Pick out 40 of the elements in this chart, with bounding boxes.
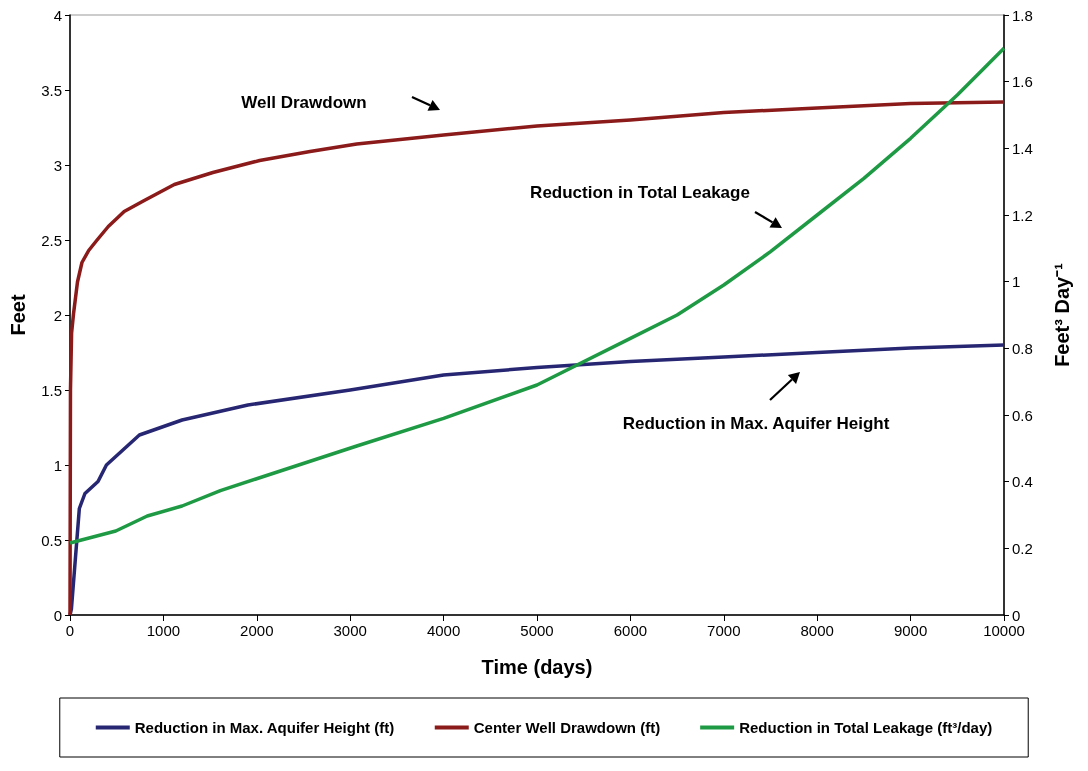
x-tick-label: 4000: [426, 622, 461, 639]
y-tick-label: 3.5: [41, 81, 62, 99]
x-tick-label: 0: [65, 622, 75, 639]
y2-tick-label: 1: [1012, 273, 1021, 291]
x-tick-label: 2000: [240, 622, 274, 639]
y2-tick-label: 1.6: [1012, 73, 1033, 91]
y-tick-label: 3: [53, 156, 62, 174]
y2-tick-label: 0.8: [1012, 339, 1033, 357]
legend-label: Reduction in Total Leakage (ft³/day): [739, 719, 993, 736]
annotation: Well Drawdown: [241, 92, 367, 112]
legend-label: Center Well Drawdown (ft): [473, 719, 661, 736]
x-tick-label: 1000: [146, 622, 181, 639]
y-tick-label: 1: [53, 456, 62, 474]
x-tick-label: 6000: [613, 622, 648, 639]
y2-tick-label: 0: [1012, 606, 1021, 624]
y-tick-label: 2.5: [41, 231, 62, 249]
x-axis-title: Time (days): [481, 656, 593, 678]
x-tick-label: 5000: [520, 622, 554, 639]
annotation: Reduction in Total Leakage: [530, 182, 750, 202]
y2-tick-label: 1.2: [1012, 206, 1033, 224]
y2-axis-title: Feet³ Day⁻¹: [1051, 262, 1073, 367]
line-series: [68, 46, 1006, 545]
x-tick-label: 10000: [983, 622, 1025, 639]
x-tick-label: 3000: [333, 622, 367, 639]
legend-label: Reduction in Max. Aquifer Height (ft): [134, 719, 395, 736]
x-tick-label: 7000: [707, 622, 741, 639]
y-tick-label: 1.5: [41, 381, 62, 399]
y2-tick-label: 1.4: [1012, 139, 1033, 157]
y-tick-label: 0: [53, 606, 62, 624]
y-tick-label: 2: [53, 306, 62, 324]
y2-tick-label: 0.4: [1012, 473, 1033, 491]
annotation: Reduction in Max. Aquifer Height: [622, 413, 890, 433]
y2-tick-label: 0.6: [1012, 406, 1033, 424]
y-tick-label: 4: [53, 6, 62, 24]
x-tick-label: 9000: [893, 622, 928, 639]
y-tick-label: 0.5: [41, 531, 62, 549]
y-axis-title: Feet: [7, 294, 29, 336]
y2-tick-label: 0.2: [1012, 539, 1033, 557]
x-tick-label: 8000: [800, 622, 834, 639]
y2-tick-label: 1.8: [1012, 6, 1033, 24]
